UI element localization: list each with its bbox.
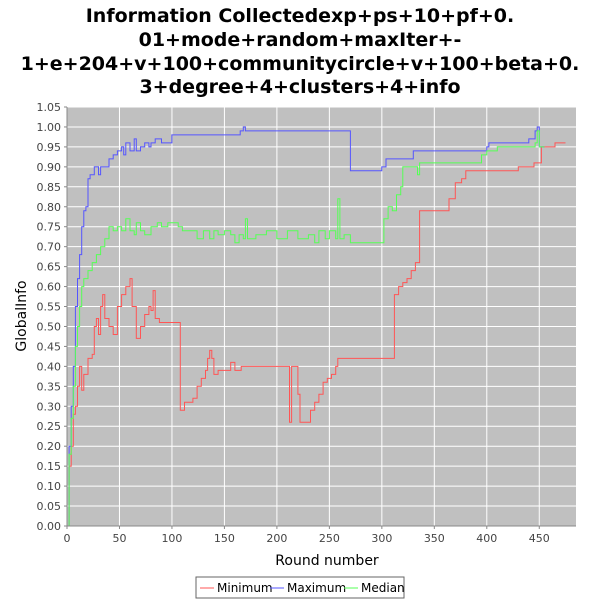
y-tick-label: 0.50 [37,320,62,333]
x-tick-label: 200 [266,532,287,545]
legend-label-minimum: Minimum [217,581,273,595]
y-tick-label: 0.60 [37,281,62,294]
x-tick-label: 0 [64,532,71,545]
series-line-median [67,130,545,527]
y-tick-label: 0.70 [37,241,62,254]
y-tick-label: 1.05 [37,101,62,114]
series-lines [67,126,566,527]
x-tick-label: 400 [476,532,497,545]
y-tick-label: 0.75 [37,221,62,234]
title-line-3: 1+e+204+v+100+communitycircle+v+100+beta… [21,53,580,75]
y-tick-label: 0.20 [37,440,62,453]
y-tick-label: 0.45 [37,340,62,353]
x-tick-label: 450 [529,532,550,545]
y-tick-label: 0.30 [37,400,62,413]
x-tick-label: 250 [319,532,340,545]
y-tick-label: 0.85 [37,181,62,194]
y-tick-label: 0.35 [37,380,62,393]
y-tick-label: 0.25 [37,420,62,433]
y-tick-label: 1.00 [37,121,62,134]
legend-label-maximum: Maximum [287,581,346,595]
y-tick-label: 0.40 [37,360,62,373]
y-tick-label: 0.10 [37,480,62,493]
title-line-1: Information Collectedexp+ps+10+pf+0. [86,5,515,27]
y-tick-label: 0.00 [37,520,62,533]
y-tick-label: 0.05 [37,500,62,513]
x-tick-label: 150 [214,532,235,545]
title-line-4: 3+degree+4+clusters+4+info [139,76,460,98]
legend-label-median: Median [361,581,405,595]
y-tick-label: 0.95 [37,141,62,154]
legend-box [195,576,405,599]
y-tick-label: 0.15 [37,460,62,473]
y-tick-label: 0.55 [37,301,62,314]
legend: Minimum Maximum Median [195,576,405,599]
x-axis: 0 50 100 150 200 250 300 350 400 450 [64,525,576,545]
series-line-maximum [67,126,545,527]
x-tick-label: 300 [371,532,392,545]
y-axis-label: GlobalInfo [14,280,30,351]
x-axis-label: Round number [275,553,379,569]
x-tick-label: 350 [424,532,445,545]
x-tick-label: 50 [112,532,126,545]
plot-area [67,107,576,526]
y-tick-label: 0.65 [37,261,62,274]
y-tick-label: 0.90 [37,161,62,174]
title-line-2: 01+mode+random+maxIter+- [139,29,462,51]
series-line-minimum [67,142,566,527]
x-tick-label: 100 [161,532,182,545]
y-tick-label: 0.80 [37,201,62,214]
chart-title: Information Collectedexp+ps+10+pf+0. 01+… [21,5,580,98]
y-axis: 0.00 0.05 0.10 0.15 0.20 0.25 0.30 0.35 0.40 0.45… [37,101,68,533]
